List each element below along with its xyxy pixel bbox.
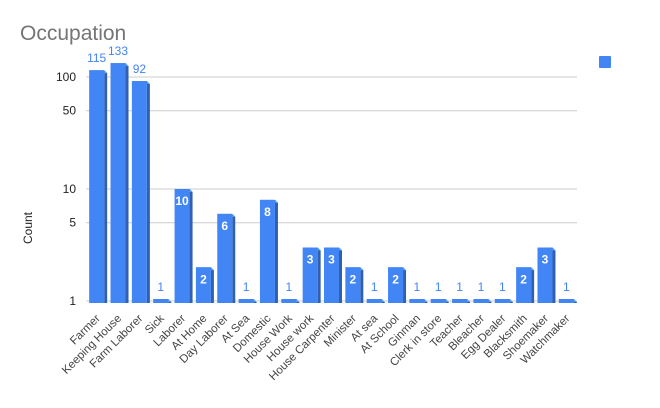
bar [259,199,275,303]
bar [473,299,489,303]
bar-side [360,267,364,303]
data-label: 10 [175,194,189,208]
bar [217,213,233,303]
data-label: 2 [392,272,399,286]
y-tick-label: 50 [63,104,77,118]
chart-title: Occupation [20,22,126,45]
data-label: 92 [133,62,147,76]
bar-side [125,63,129,303]
data-label: 1 [563,280,570,294]
bar [281,299,297,303]
data-label: 1 [435,280,442,294]
bar [174,189,190,303]
bar [558,299,574,303]
bar [131,81,147,304]
bar-side [403,267,407,303]
bar-side [531,267,535,303]
bar-side [274,199,278,303]
data-label: 2 [350,272,357,286]
data-label: 1 [371,280,378,294]
bar [388,267,404,303]
data-label: 1 [157,280,164,294]
data-label: 2 [520,272,527,286]
bar-side [104,70,108,303]
data-label: 1 [478,280,485,294]
bar [89,70,105,303]
bar-side [210,267,214,303]
y-tick-label: 10 [63,182,77,196]
bar [302,247,318,303]
bar [195,267,211,303]
bar [430,299,446,303]
bar-side [146,81,150,304]
bar [516,267,532,303]
data-label: 2 [200,272,207,286]
bar [452,299,468,303]
bar [494,299,510,303]
bar-side [232,213,236,303]
bar-side [189,189,193,303]
y-axis-label: Count [21,211,35,244]
bars [89,63,577,304]
data-label: 1 [414,280,421,294]
data-label: 3 [328,253,335,267]
bar [324,247,339,303]
bar [409,299,425,303]
legend-swatch [599,56,611,68]
y-axis-ticks: 1 5 10 50 100 [56,70,76,308]
bar [238,299,254,303]
bar [345,267,361,303]
bar [537,247,553,303]
y-tick-label: 5 [69,216,76,230]
data-label: 3 [307,253,314,267]
y-tick-label: 1 [69,294,76,308]
data-label: 6 [221,219,228,233]
bar [366,299,382,303]
bar [153,299,169,303]
data-label: 1 [285,280,292,294]
bar-side [552,247,556,303]
data-label: 3 [542,253,549,267]
y-tick-label: 100 [56,70,76,84]
bar [110,63,126,303]
bar-side [317,247,321,303]
data-label: 1 [456,280,463,294]
data-label: 8 [264,205,271,219]
data-label: 115 [87,51,106,65]
data-label: 1 [243,280,250,294]
bar-side [339,247,342,303]
data-label: 133 [108,44,128,58]
data-label: 1 [499,280,506,294]
